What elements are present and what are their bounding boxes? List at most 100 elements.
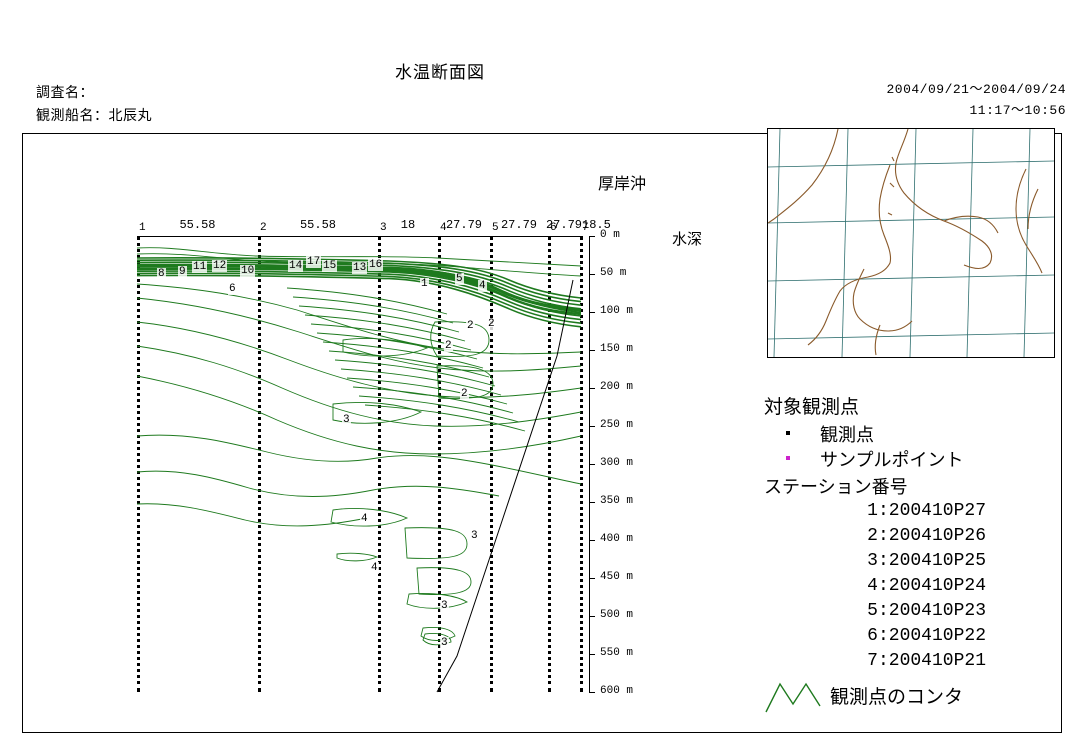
contour-legend-label: 観測点のコンタ xyxy=(830,687,964,708)
contour-line xyxy=(334,359,496,387)
contour-line xyxy=(137,321,582,398)
station-vertical-line xyxy=(137,236,140,692)
station-vertical-line xyxy=(378,236,381,692)
map-gridline xyxy=(768,160,1054,168)
contour-line xyxy=(137,297,582,372)
coastline-path xyxy=(894,129,993,270)
contour-line xyxy=(304,314,466,342)
contour-line xyxy=(406,593,468,609)
depth-tick xyxy=(589,692,595,693)
station-list-item: 6:200410P22 xyxy=(867,626,986,646)
contour-value-label: 13 xyxy=(352,262,368,274)
segment-distance-label: 18 xyxy=(400,218,416,232)
contour-line xyxy=(137,267,582,316)
contour-line xyxy=(332,402,423,424)
depth-tick-label: 350 m xyxy=(600,495,634,507)
contour-line xyxy=(342,338,429,357)
map-gridline xyxy=(768,274,1054,282)
coastline-path xyxy=(807,164,892,346)
coastline-path xyxy=(1027,188,1039,230)
map-gridline xyxy=(909,129,917,357)
map-gridline xyxy=(966,129,974,357)
station-number-label: 5 xyxy=(492,222,499,234)
map-gridline xyxy=(773,129,781,357)
station-list-item: 2:200410P26 xyxy=(867,526,986,546)
contour-value-label: 3 xyxy=(440,600,449,612)
contour-value-label: 2 xyxy=(466,320,475,332)
contour-value-label: 10 xyxy=(240,265,256,277)
depth-axis-label: 水深 xyxy=(672,231,703,248)
contour-line xyxy=(416,567,472,595)
map-svg xyxy=(768,129,1054,357)
contour-line xyxy=(352,386,514,414)
contour-line xyxy=(330,508,409,527)
contour-line xyxy=(137,270,582,321)
map-gridline xyxy=(1023,129,1031,357)
contour-value-label: 9 xyxy=(178,266,187,278)
station-list-item: 4:200410P24 xyxy=(867,576,986,596)
contour-line xyxy=(137,470,500,497)
contour-line xyxy=(420,627,456,641)
station-vertical-line xyxy=(580,236,583,692)
depth-tick-label: 50 m xyxy=(600,267,627,279)
depth-tick-label: 300 m xyxy=(600,457,634,469)
station-number-label: 2 xyxy=(260,222,267,234)
depth-tick xyxy=(589,426,595,427)
contour-line xyxy=(137,257,582,299)
depth-tick-label: 150 m xyxy=(600,343,634,355)
contour-line xyxy=(364,404,526,432)
depth-tick xyxy=(589,350,595,351)
segment-distance-label: 27.79 xyxy=(500,218,537,232)
station-number-list: 1:200410P27 2:200410P26 3:200410P25 4:20041… xyxy=(758,499,1058,674)
legend-row-observation-point: 観測点 xyxy=(758,421,1058,446)
observation-point-label: 観測点 xyxy=(820,425,874,445)
contour-value-label: 3 xyxy=(470,530,479,542)
depth-tick xyxy=(589,654,595,655)
contour-line xyxy=(422,633,452,646)
contour-value-label: 15 xyxy=(322,260,338,272)
survey-name-label: 調査名： xyxy=(36,84,94,100)
segment-distance-label: 27.79 xyxy=(545,218,582,232)
depth-tick xyxy=(589,388,595,389)
contour-line xyxy=(137,274,582,328)
contour-line xyxy=(292,296,454,324)
time-range-label: 11:17～10:56 xyxy=(969,103,1066,118)
contour-line xyxy=(137,345,582,427)
segment-distance-label: 27.79 xyxy=(445,218,482,232)
seafloor-slope-line xyxy=(436,279,574,693)
depth-tick xyxy=(589,236,595,237)
contour-line xyxy=(404,527,468,559)
segment-distance-label: 55.58 xyxy=(179,218,216,232)
contour-line xyxy=(137,375,582,455)
depth-tick-label: 0 m xyxy=(600,229,620,241)
coastline-path xyxy=(887,156,895,216)
legend-row-contour: 観測点のコンタ xyxy=(758,678,1058,718)
contour-line xyxy=(336,552,379,562)
contour-value-label: 6 xyxy=(228,283,237,295)
temperature-contour-plot xyxy=(137,247,582,693)
contour-line xyxy=(340,368,502,396)
contour-value-label: 12 xyxy=(212,260,228,272)
contour-value-label: 1 xyxy=(420,278,429,290)
contour-line xyxy=(137,503,368,527)
legend-heading: 対象観測点 xyxy=(764,397,860,418)
station-number-heading: ステーション番号 xyxy=(764,477,908,497)
main-frame xyxy=(22,133,1062,733)
contour-line xyxy=(430,321,490,357)
station-vertical-line xyxy=(258,236,261,692)
map-coastline xyxy=(768,129,1043,356)
contour-line xyxy=(346,377,508,405)
depth-tick-label: 100 m xyxy=(600,305,634,317)
contour-line xyxy=(137,247,582,267)
contour-line xyxy=(358,395,520,423)
station-list-item: 5:200410P23 xyxy=(867,601,986,621)
coastline-path xyxy=(943,215,999,234)
depth-tick xyxy=(589,274,595,275)
legend-row-sample-point: サンプルポイント xyxy=(758,446,1058,471)
map-gridlines xyxy=(768,129,1054,357)
station-number-label: 6 xyxy=(550,222,557,234)
depth-tick xyxy=(589,464,595,465)
depth-tick xyxy=(589,312,595,313)
contour-line xyxy=(137,264,582,312)
station-list-item: 7:200410P21 xyxy=(867,651,986,671)
